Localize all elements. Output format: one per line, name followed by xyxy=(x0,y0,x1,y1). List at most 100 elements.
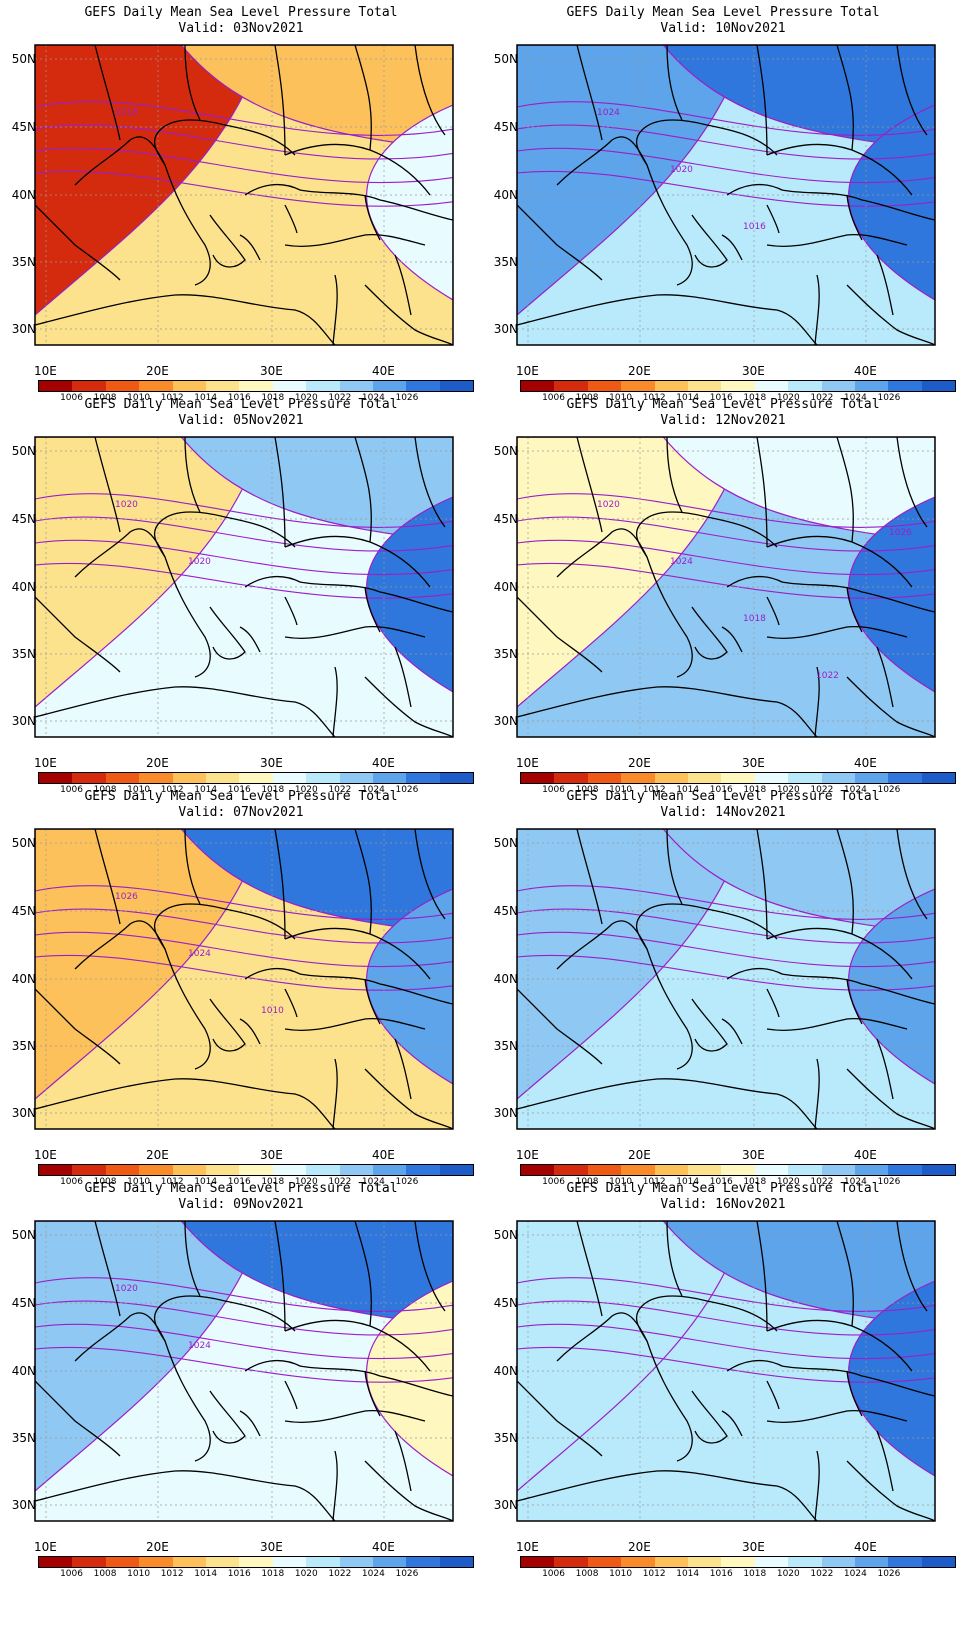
coastline-path xyxy=(517,1380,603,1457)
coastline-path xyxy=(766,234,908,248)
colorbar-label: 1014 xyxy=(194,1177,218,1187)
colorbar-label: 1022 xyxy=(328,785,352,795)
isobar-line xyxy=(35,1346,453,1383)
longitude-label: 40E xyxy=(854,756,877,770)
coastline-path xyxy=(354,45,372,151)
colorbar-label: 1024 xyxy=(361,785,385,795)
map-panel: GEFS Daily Mean Sea Level Pressure Total… xyxy=(0,392,482,802)
longitude-label: 40E xyxy=(854,1540,877,1554)
colorbar-label: 1006 xyxy=(60,785,83,795)
latitude-label: 40N xyxy=(11,188,36,202)
coastline-path xyxy=(766,1018,908,1032)
coastline-path xyxy=(635,119,778,166)
coastline-path xyxy=(244,967,453,1005)
colorbar-swatch xyxy=(587,773,622,783)
colorbar-swatch xyxy=(788,1165,822,1175)
colorbar-label: 1010 xyxy=(609,1569,633,1579)
longitude-label: 40E xyxy=(854,1148,877,1162)
colorbar-label: 1020 xyxy=(776,393,800,403)
coastline-path xyxy=(364,978,381,1025)
colorbar-label: 1022 xyxy=(810,1177,834,1187)
coastline-path xyxy=(184,829,201,905)
colorbar-swatch xyxy=(372,1557,407,1567)
latitude-label: 30N xyxy=(11,322,36,336)
isobar-label: 1024 xyxy=(670,557,693,567)
coastline-path xyxy=(209,606,246,660)
colorbar-label: 1018 xyxy=(743,1569,767,1579)
pressure-fill xyxy=(517,45,935,345)
coastline-path xyxy=(766,1410,908,1424)
coastline-path xyxy=(184,437,201,513)
colorbar-label: 1014 xyxy=(194,1569,218,1579)
colorbar-swatch xyxy=(754,1557,789,1567)
colorbar-swatch xyxy=(888,1557,922,1567)
coastline-path xyxy=(394,1430,412,1492)
coastline-path xyxy=(517,1470,818,1521)
colorbar-swatch xyxy=(105,1165,140,1175)
longitude-label: 10E xyxy=(516,756,539,770)
colorbar-swatch xyxy=(372,381,407,391)
isobar-label: 1010 xyxy=(261,1006,284,1016)
colorbar-label: 1008 xyxy=(575,785,599,795)
latitude-label: 35N xyxy=(493,647,518,661)
colorbar-label: 1008 xyxy=(93,785,117,795)
colorbar xyxy=(520,380,956,392)
coastline-path xyxy=(284,596,298,626)
colorbar-label: 1024 xyxy=(843,785,867,795)
colorbar-swatch xyxy=(554,1557,588,1567)
longitude-label: 10E xyxy=(34,1148,57,1162)
longitude-label: 40E xyxy=(372,364,395,378)
pressure-fill xyxy=(517,1221,935,1521)
isobar-line xyxy=(35,1300,453,1336)
coastline-path xyxy=(691,606,728,660)
isobar-line xyxy=(35,954,453,991)
colorbar-label: 1020 xyxy=(776,785,800,795)
coastline-path xyxy=(364,1068,453,1129)
colorbar-swatch xyxy=(888,381,922,391)
colorbar-label: 1014 xyxy=(676,393,700,403)
colorbar-swatch xyxy=(272,773,307,783)
isobar-line xyxy=(517,885,935,920)
longitude-label: 40E xyxy=(372,1540,395,1554)
coastline-path xyxy=(766,626,908,640)
colorbar-label: 1010 xyxy=(127,785,151,795)
colorbar-swatch xyxy=(272,381,307,391)
colorbar-swatch xyxy=(205,1165,240,1175)
colorbar-swatch xyxy=(721,1557,755,1567)
colorbar-swatch xyxy=(654,381,688,391)
isobar-line xyxy=(35,101,453,136)
coastline-path xyxy=(284,988,298,1018)
coastline-path xyxy=(244,183,453,221)
coastline-path xyxy=(74,136,211,286)
pressure-map xyxy=(516,1220,936,1522)
coastline-path xyxy=(666,1221,683,1297)
coastline-path xyxy=(284,1380,298,1410)
coastline-path xyxy=(876,254,894,316)
isobar-label: 1024 xyxy=(597,108,620,118)
coastlines xyxy=(517,45,935,345)
coastline-path xyxy=(354,437,372,543)
colorbar-label: 1016 xyxy=(227,393,251,403)
coastline-path xyxy=(209,998,246,1052)
map-frame xyxy=(34,436,454,738)
coastline-path xyxy=(35,686,336,737)
coastline-path xyxy=(635,903,778,950)
longitude-label: 10E xyxy=(34,1540,57,1554)
colorbar-label: 1012 xyxy=(160,785,184,795)
colorbar-label: 1006 xyxy=(542,785,565,795)
colorbar-label: 1008 xyxy=(93,393,117,403)
panel-title: GEFS Daily Mean Sea Level Pressure Total xyxy=(84,397,398,412)
coastline-path xyxy=(576,1221,603,1317)
panel-valid-date: Valid: 14Nov2021 xyxy=(660,805,786,820)
colorbar-label: 1022 xyxy=(810,1569,834,1579)
colorbar-swatch xyxy=(306,1557,340,1567)
isobar-line xyxy=(35,885,453,920)
colorbar-swatch xyxy=(239,381,273,391)
latitude-label: 45N xyxy=(493,512,518,526)
isobar-line xyxy=(517,516,935,552)
coastline-path xyxy=(846,1460,935,1521)
isobar-label: 1026 xyxy=(889,528,912,538)
colorbar-swatch xyxy=(821,1165,855,1175)
isobar-line xyxy=(517,931,935,968)
colorbar-label: 1006 xyxy=(60,1177,83,1187)
